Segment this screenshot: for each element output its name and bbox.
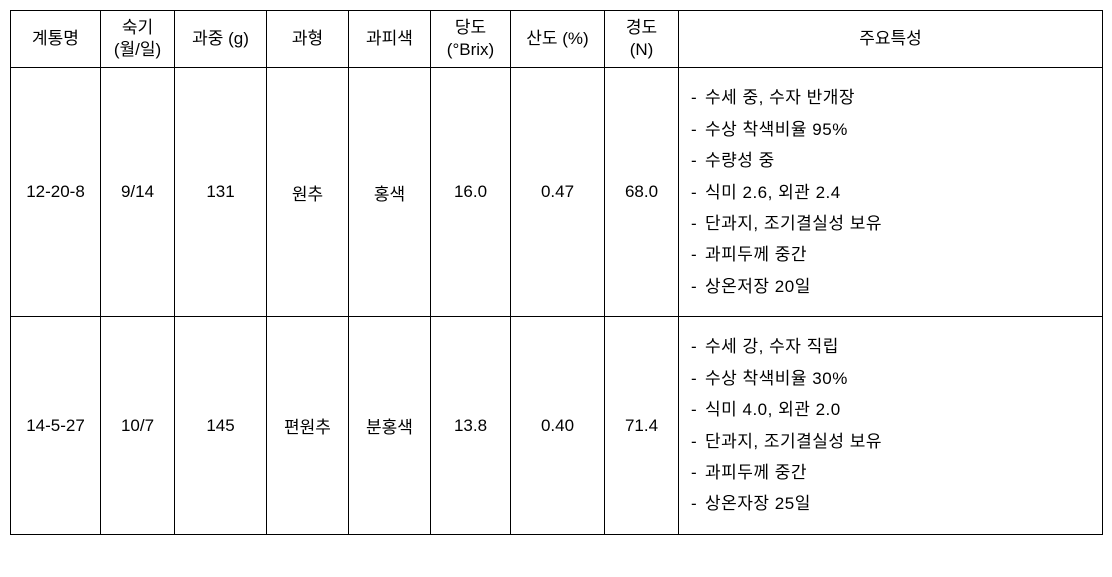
cell-maturity: 9/14: [101, 68, 175, 317]
cell-firmness: 71.4: [605, 317, 679, 535]
cell-features: 수세 강, 수자 직립수상 착색비율 30%식미 4.0, 외관 2.0단과지,…: [679, 317, 1103, 535]
cell-shape: 편원추: [267, 317, 349, 535]
header-name: 계통명: [11, 11, 101, 68]
header-skin-color: 과피색: [349, 11, 431, 68]
feature-item: 수상 착색비율 30%: [693, 363, 1092, 394]
feature-item: 단과지, 조기결실성 보유: [693, 426, 1092, 457]
feature-item: 수량성 중: [693, 145, 1092, 176]
cell-maturity: 10/7: [101, 317, 175, 535]
cell-firmness: 68.0: [605, 68, 679, 317]
cell-name: 14-5-27: [11, 317, 101, 535]
feature-item: 과피두께 중간: [693, 239, 1092, 270]
header-shape: 과형: [267, 11, 349, 68]
header-maturity: 숙기(월/일): [101, 11, 175, 68]
feature-item: 수세 강, 수자 직립: [693, 331, 1092, 362]
table-row: 14-5-2710/7145편원추분홍색13.80.4071.4수세 강, 수자…: [11, 317, 1103, 535]
features-list: 수세 중, 수자 반개장수상 착색비율 95%수량성 중식미 2.6, 외관 2…: [693, 82, 1092, 302]
cell-weight: 145: [175, 317, 267, 535]
cell-shape: 원추: [267, 68, 349, 317]
cell-weight: 131: [175, 68, 267, 317]
features-list: 수세 강, 수자 직립수상 착색비율 30%식미 4.0, 외관 2.0단과지,…: [693, 331, 1092, 520]
feature-item: 상온저장 20일: [693, 271, 1092, 302]
feature-item: 식미 4.0, 외관 2.0: [693, 394, 1092, 425]
feature-item: 과피두께 중간: [693, 457, 1092, 488]
feature-item: 단과지, 조기결실성 보유: [693, 208, 1092, 239]
cell-features: 수세 중, 수자 반개장수상 착색비율 95%수량성 중식미 2.6, 외관 2…: [679, 68, 1103, 317]
feature-item: 상온자장 25일: [693, 488, 1092, 519]
table-header: 계통명 숙기(월/일) 과중 (g) 과형 과피색 당도(°Brix) 산도 (…: [11, 11, 1103, 68]
cell-skin-color: 홍색: [349, 68, 431, 317]
cell-brix: 16.0: [431, 68, 511, 317]
header-brix: 당도(°Brix): [431, 11, 511, 68]
header-row: 계통명 숙기(월/일) 과중 (g) 과형 과피색 당도(°Brix) 산도 (…: [11, 11, 1103, 68]
feature-item: 수상 착색비율 95%: [693, 114, 1092, 145]
cell-brix: 13.8: [431, 317, 511, 535]
table-row: 12-20-89/14131원추홍색16.00.4768.0수세 중, 수자 반…: [11, 68, 1103, 317]
table-body: 12-20-89/14131원추홍색16.00.4768.0수세 중, 수자 반…: [11, 68, 1103, 535]
feature-item: 수세 중, 수자 반개장: [693, 82, 1092, 113]
feature-item: 식미 2.6, 외관 2.4: [693, 177, 1092, 208]
cell-skin-color: 분홍색: [349, 317, 431, 535]
header-weight: 과중 (g): [175, 11, 267, 68]
header-features: 주요특성: [679, 11, 1103, 68]
cell-acidity: 0.40: [511, 317, 605, 535]
header-firmness: 경도(N): [605, 11, 679, 68]
cell-name: 12-20-8: [11, 68, 101, 317]
cell-acidity: 0.47: [511, 68, 605, 317]
header-acidity: 산도 (%): [511, 11, 605, 68]
lineage-characteristics-table: 계통명 숙기(월/일) 과중 (g) 과형 과피색 당도(°Brix) 산도 (…: [10, 10, 1103, 535]
